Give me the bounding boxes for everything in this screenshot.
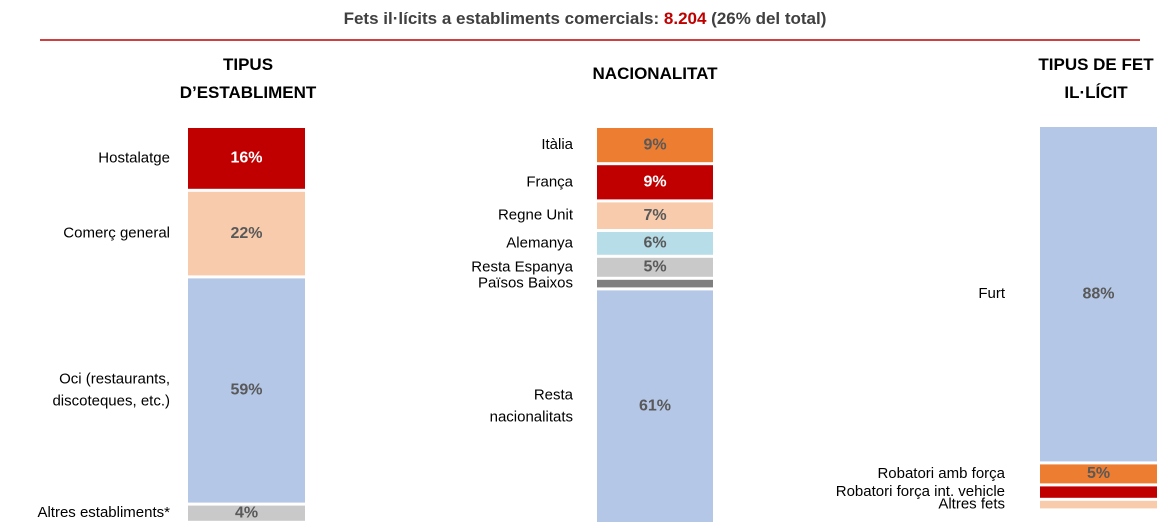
category-label: Robatori amb força [877,465,1005,482]
panel-title-line: TIPUS [223,55,273,74]
category-label-line: Oci (restaurants, [59,370,170,387]
category-label-line: discoteques, etc.) [52,392,170,409]
segment [597,279,713,288]
segment [188,505,305,521]
value-label: 5% [1087,465,1110,482]
segment [1040,464,1157,484]
title-part: Fets il·lícits a establiments comercials… [344,9,664,28]
value-label: 61% [639,398,671,415]
category-label-line: Resta Espanya [471,258,573,275]
segment [188,191,305,276]
title-part: (26% del total) [706,9,826,28]
category-label-line: Regne Unit [498,207,574,224]
category-label: Furt [978,285,1006,302]
panel-title-line: NACIONALITAT [593,64,719,83]
category-label-line: Altres fets [938,496,1005,513]
segment [597,290,713,522]
segment [188,278,305,503]
value-label: 88% [1082,285,1114,302]
panel-title-line: IL·LÍCIT [1064,83,1128,102]
category-label-line: Hostalatge [98,149,170,166]
category-label-line: Itàlia [541,136,573,153]
category-label-line: Alemanya [506,234,573,251]
category-label: Altres establiments* [37,504,170,521]
category-label-line: Comerç general [63,225,170,242]
category-label-line: Furt [978,285,1006,302]
segment [1040,486,1157,498]
page-title: Fets il·lícits a establiments comercials… [344,9,827,28]
category-label: França [526,173,573,190]
segment [188,128,305,189]
category-label-line: nacionalitats [490,408,573,425]
category-label: Robatori força int. vehicle [836,483,1005,500]
panel-title: TIPUS DE FET IL·LÍCIT [1038,55,1154,102]
category-label: Alemanya [506,234,573,251]
title-highlight: 8.204 [664,9,707,28]
panel-title-line: D’ESTABLIMENT [180,83,317,102]
segment [1040,127,1157,462]
value-label: 7% [643,207,666,224]
segment [1040,500,1157,509]
value-label: 22% [230,225,262,242]
segment [597,232,713,255]
category-label: Itàlia [541,136,573,153]
value-label: 59% [230,382,262,399]
category-label-line: Països Baixos [478,275,573,292]
segment [597,128,713,163]
segment [597,202,713,229]
category-label: Oci (restaurants, discoteques, etc.) [52,370,170,409]
category-label-line: Robatori força int. vehicle [836,483,1005,500]
value-label: 9% [643,174,666,191]
value-label: 5% [643,259,666,276]
value-label: 4% [235,504,258,521]
value-label: 16% [230,150,262,167]
category-label-line: Altres establiments* [37,504,170,521]
panel-title-line: TIPUS DE FET [1038,55,1154,74]
panel-title: NACIONALITAT [593,64,719,83]
category-label: Hostalatge [98,149,170,166]
panel-title: TIPUS D’ESTABLIMENT [180,55,317,102]
category-label: Altres fets [938,496,1005,513]
category-label: Comerç general [63,225,170,242]
category-label: Regne Unit [498,207,574,224]
segment [597,257,713,277]
value-label: 9% [643,136,666,153]
category-label-line: Robatori amb força [877,465,1005,482]
category-label-line: França [526,173,573,190]
category-label: Països Baixos [478,275,573,292]
value-label: 6% [643,235,666,252]
category-label: Resta Espanya [471,258,573,275]
category-label: Resta nacionalitats [490,386,574,425]
category-label-line: Resta [534,386,574,403]
segment [597,165,713,200]
